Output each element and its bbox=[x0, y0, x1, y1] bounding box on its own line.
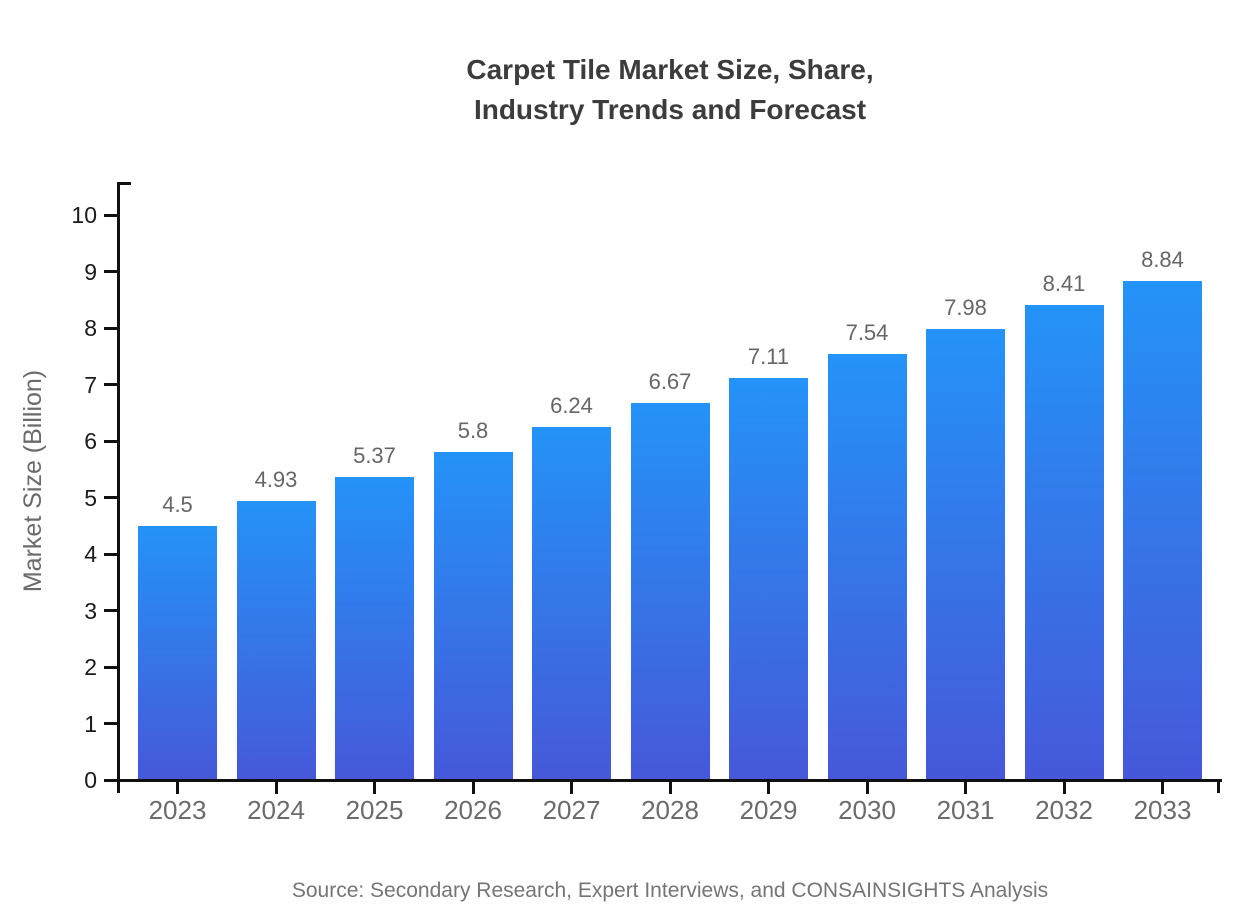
chart-title-line-1: Carpet Tile Market Size, Share, bbox=[466, 54, 874, 85]
x-tick-label-2033: 2033 bbox=[1133, 795, 1192, 825]
bar-2023 bbox=[138, 525, 217, 780]
bar-value-label-2023: 4.5 bbox=[162, 491, 193, 517]
x-tick-label-2023: 2023 bbox=[148, 795, 207, 825]
bar-2025 bbox=[335, 476, 414, 780]
y-tick bbox=[104, 213, 118, 217]
y-tick bbox=[104, 552, 118, 556]
x-tick bbox=[1062, 780, 1066, 794]
bar-value-label-2029: 7.11 bbox=[747, 344, 790, 370]
chart-title-line-2: Industry Trends and Forecast bbox=[473, 94, 867, 125]
y-tick-label: 6 bbox=[84, 428, 97, 454]
bar-value-label-2027: 6.24 bbox=[550, 393, 593, 419]
bar-2027 bbox=[532, 427, 611, 780]
bar-2033 bbox=[1123, 280, 1202, 780]
y-tick bbox=[104, 439, 118, 443]
x-tick bbox=[471, 780, 475, 794]
y-tick bbox=[104, 609, 118, 612]
x-axis-line bbox=[116, 778, 1222, 782]
x-tick bbox=[1161, 780, 1164, 794]
x-tick bbox=[176, 780, 179, 794]
y-axis-line bbox=[116, 182, 120, 793]
bar-2030 bbox=[827, 353, 907, 780]
y-tick bbox=[104, 722, 118, 725]
bar-2026 bbox=[433, 452, 513, 780]
bar-value-label-2024: 4.93 bbox=[254, 467, 298, 493]
bar-value-label-2033: 8.84 bbox=[1141, 246, 1184, 272]
bar-value-label-2028: 6.67 bbox=[648, 369, 692, 395]
y-axis-top-cap bbox=[118, 182, 131, 185]
y-tick bbox=[104, 778, 118, 782]
y-tick-label: 3 bbox=[84, 597, 97, 624]
y-tick-label: 0 bbox=[84, 767, 97, 793]
bar-2031 bbox=[926, 329, 1005, 780]
y-tick-label: 7 bbox=[84, 371, 97, 398]
y-tick-label: 9 bbox=[84, 258, 97, 285]
bar-value-label-2026: 5.8 bbox=[457, 418, 489, 444]
bar-value-label-2025: 5.37 bbox=[353, 442, 396, 468]
x-tick-label-2024: 2024 bbox=[247, 795, 305, 825]
y-tick-label: 4 bbox=[84, 541, 97, 567]
x-tick-label-2030: 2030 bbox=[838, 795, 896, 825]
x-tick bbox=[274, 780, 278, 794]
x-tick-label-2025: 2025 bbox=[345, 795, 404, 825]
x-tick-label-2031: 2031 bbox=[936, 795, 995, 825]
x-tick bbox=[964, 780, 967, 794]
y-tick bbox=[104, 665, 118, 669]
x-tick-label-2028: 2028 bbox=[641, 795, 699, 825]
y-tick-label: 8 bbox=[84, 315, 97, 341]
bar-2032 bbox=[1024, 304, 1104, 780]
source-note: Source: Secondary Research, Expert Inter… bbox=[291, 879, 1049, 902]
x-tick bbox=[373, 780, 376, 794]
x-tick-label-2029: 2029 bbox=[739, 795, 798, 825]
x-tick bbox=[767, 780, 770, 794]
y-tick-label: 1 bbox=[84, 710, 97, 737]
x-tick bbox=[865, 780, 869, 794]
y-tick bbox=[104, 383, 118, 386]
x-axis-right-cap bbox=[1217, 780, 1220, 793]
x-tick bbox=[570, 780, 573, 794]
x-tick-label-2026: 2026 bbox=[444, 795, 502, 825]
bar-2024 bbox=[236, 501, 316, 780]
x-tick bbox=[668, 780, 672, 794]
bar-value-label-2032: 8.41 bbox=[1042, 270, 1086, 296]
y-tick bbox=[104, 326, 118, 330]
x-tick-label-2032: 2032 bbox=[1035, 795, 1093, 825]
bar-2029 bbox=[729, 378, 808, 780]
y-tick-label: 2 bbox=[84, 654, 97, 680]
bar-value-label-2031: 7.98 bbox=[944, 295, 987, 321]
y-tick-label: 5 bbox=[84, 484, 97, 511]
bar-value-label-2030: 7.54 bbox=[845, 319, 889, 345]
y-tick bbox=[104, 496, 118, 499]
chart-title: Carpet Tile Market Size, Share, Industry… bbox=[80, 50, 1260, 130]
y-tick bbox=[104, 270, 118, 273]
bar-2028 bbox=[630, 403, 710, 780]
y-tick-label: 10 bbox=[71, 202, 97, 228]
x-tick-label-2027: 2027 bbox=[542, 795, 601, 825]
